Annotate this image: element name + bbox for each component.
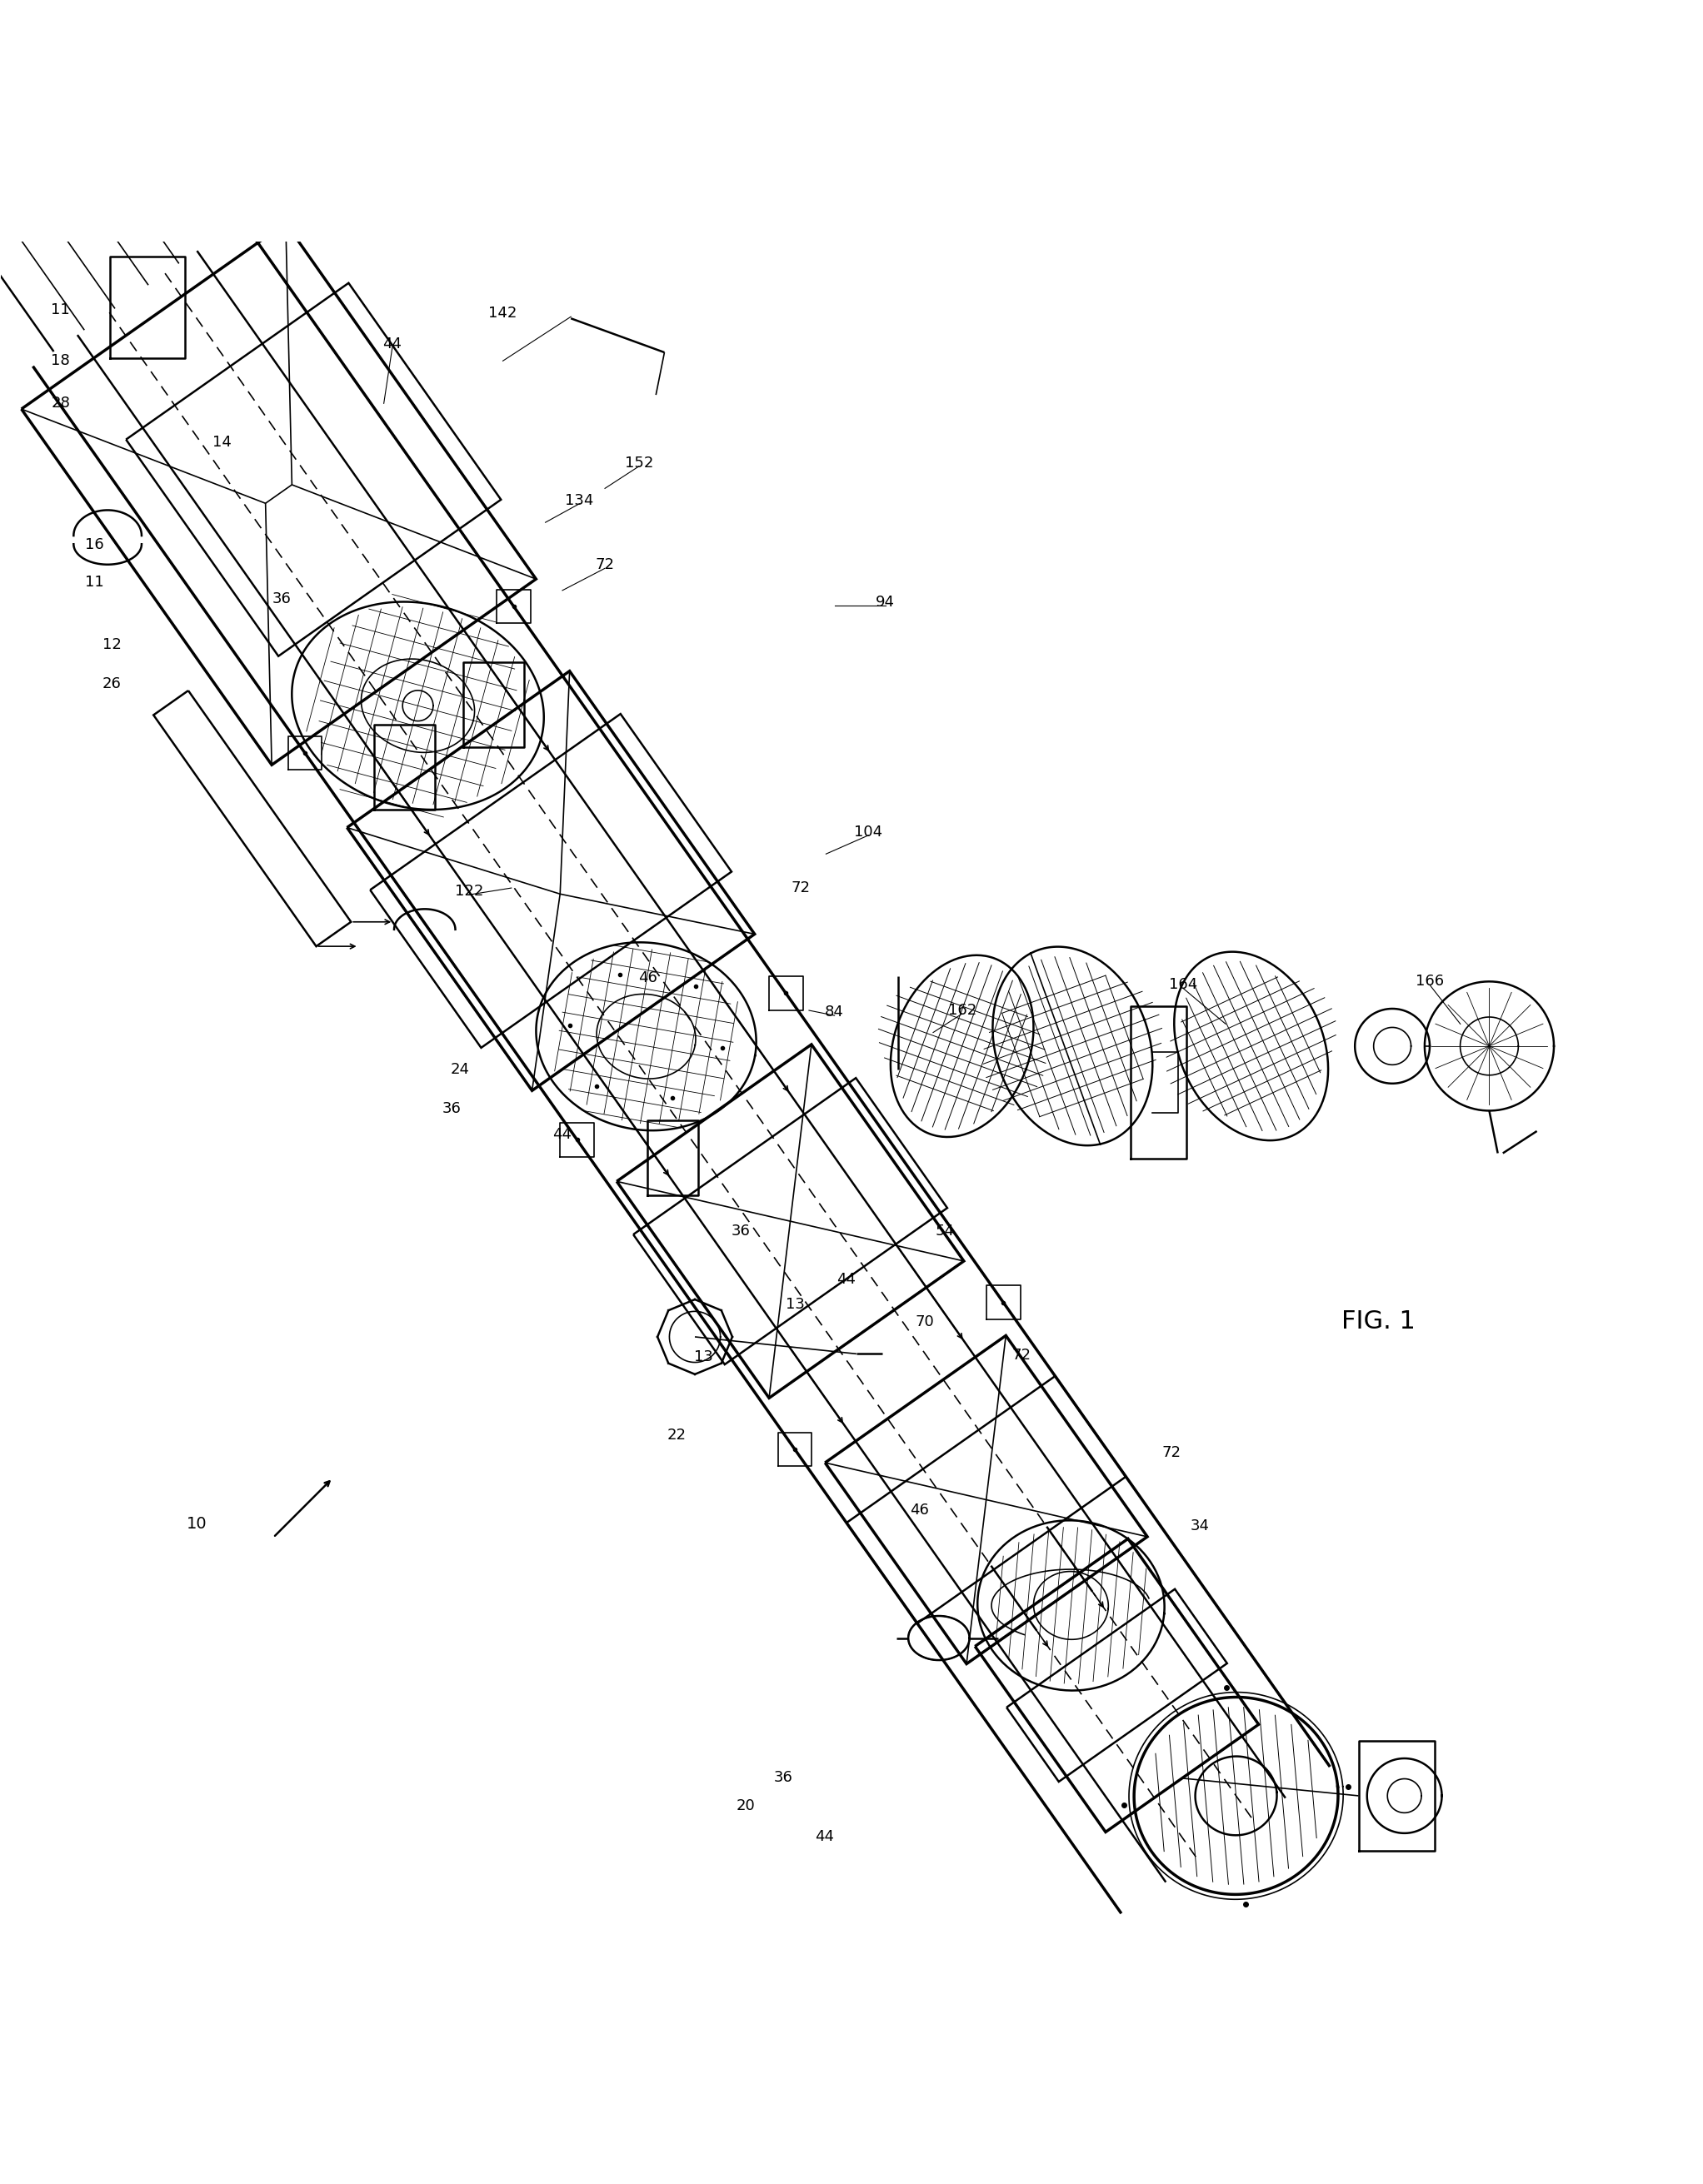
Text: 16: 16: [85, 537, 104, 553]
Text: 36: 36: [773, 1769, 794, 1784]
Text: 26: 26: [102, 677, 121, 692]
Text: 46: 46: [639, 970, 657, 985]
Text: 166: 166: [1415, 974, 1444, 989]
Text: 46: 46: [909, 1503, 930, 1518]
Text: 22: 22: [668, 1428, 686, 1444]
Text: 72: 72: [790, 880, 811, 895]
Text: 134: 134: [565, 494, 594, 509]
Text: 10: 10: [186, 1516, 208, 1531]
Text: 104: 104: [855, 823, 882, 839]
Text: 11: 11: [85, 574, 104, 590]
Text: 13: 13: [695, 1350, 714, 1365]
Text: 14: 14: [213, 435, 232, 450]
Text: 24: 24: [451, 1061, 470, 1077]
Text: 44: 44: [836, 1271, 857, 1286]
Text: 34: 34: [1190, 1518, 1209, 1533]
Text: 36: 36: [731, 1223, 751, 1238]
Text: 36: 36: [443, 1101, 462, 1116]
Text: 13: 13: [785, 1297, 806, 1313]
Text: 72: 72: [1161, 1446, 1180, 1459]
Text: 164: 164: [1168, 978, 1197, 992]
Text: 54: 54: [935, 1223, 955, 1238]
Text: 72: 72: [1012, 1348, 1030, 1363]
Text: 152: 152: [625, 456, 654, 470]
Text: 122: 122: [455, 885, 484, 900]
Text: 162: 162: [949, 1002, 976, 1018]
Text: 12: 12: [102, 638, 121, 653]
Text: 44: 44: [383, 336, 402, 352]
Text: 18: 18: [51, 354, 70, 369]
Text: 72: 72: [596, 557, 615, 572]
Text: 36: 36: [272, 592, 291, 607]
Text: 94: 94: [875, 594, 896, 609]
Text: 44: 44: [553, 1127, 572, 1142]
Text: 70: 70: [915, 1315, 935, 1330]
Text: 11: 11: [51, 301, 70, 317]
Text: FIG. 1: FIG. 1: [1342, 1310, 1415, 1334]
Text: 20: 20: [737, 1800, 756, 1813]
Text: 44: 44: [814, 1830, 834, 1843]
Text: 142: 142: [489, 306, 518, 321]
Text: 28: 28: [51, 395, 70, 411]
Text: 84: 84: [824, 1005, 845, 1020]
